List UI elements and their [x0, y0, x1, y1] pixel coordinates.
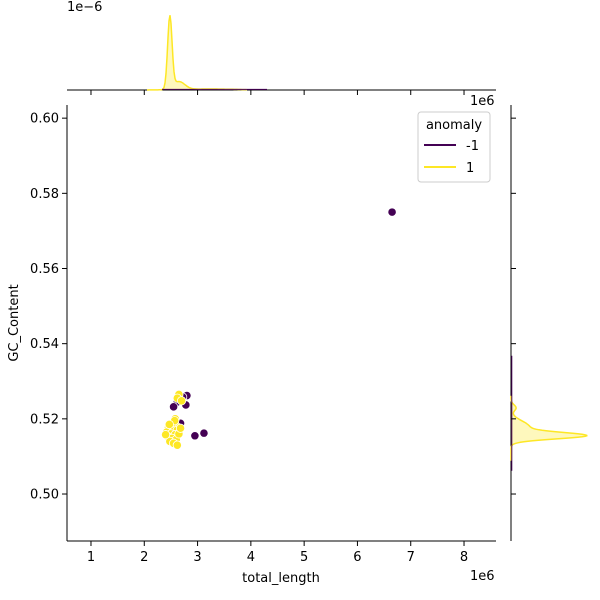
point-anomaly-1 [175, 423, 186, 433]
top-density-line [147, 15, 248, 91]
top-offset-label: 1e−6 [67, 0, 102, 15]
point-anomaly-neg1 [190, 431, 200, 441]
point-anomaly-1 [164, 419, 174, 430]
legend-label-1: 1 [466, 161, 474, 176]
point-anomaly-neg1 [168, 402, 179, 412]
y-tick-label: 0.60 [30, 112, 59, 127]
legend-box [417, 111, 491, 183]
y-tick-label: 0.58 [30, 187, 59, 202]
y-tick-label: 0.56 [30, 262, 59, 277]
point-anomaly-1 [176, 396, 187, 406]
scatter-points [160, 207, 397, 450]
right-marginal-plot: 1e6 [470, 94, 588, 541]
right-offset-label: 1e6 [470, 94, 495, 109]
top-density-fill [147, 15, 247, 91]
x-offset-label: 1e6 [470, 569, 495, 584]
point-anomaly-1 [172, 440, 182, 450]
legend-title: anomaly [426, 118, 482, 133]
main-scatter-plot: 1 2 3 4 5 6 7 8 0.50 0.52 0.54 0.56 0.58 0.60 total_… [7, 105, 496, 586]
legend: anomaly -1 1 [417, 111, 491, 183]
x-ticks: 1 2 3 4 5 6 7 8 [87, 541, 468, 565]
point-anomaly-neg1 [199, 428, 209, 438]
y-tick-label: 0.52 [30, 412, 59, 427]
y-axis-title: GC_Content [7, 284, 22, 361]
x-tick-label: 3 [193, 550, 201, 565]
x-tick-label: 8 [460, 550, 468, 565]
legend-label-neg1: -1 [466, 139, 479, 154]
x-tick-label: 1 [87, 550, 95, 565]
y-ticks: 0.50 0.52 0.54 0.56 0.58 0.60 [30, 112, 67, 503]
y-tick-label: 0.50 [30, 488, 59, 503]
x-tick-label: 7 [407, 550, 415, 565]
x-axis-title: total_length [242, 571, 320, 586]
top-marginal-plot: 1e−6 [67, 0, 496, 95]
right-density-line [510, 395, 588, 461]
point-anomaly-neg1 [387, 207, 397, 217]
x-tick-label: 6 [353, 550, 361, 565]
x-tick-label: 4 [247, 550, 255, 565]
right-ticks [511, 117, 516, 495]
y-tick-label: 0.54 [30, 337, 59, 352]
top-ticks [90, 90, 465, 95]
x-tick-label: 5 [300, 550, 308, 565]
point-anomaly-1 [160, 430, 171, 440]
right-density-fill [511, 395, 587, 461]
x-tick-label: 2 [140, 550, 148, 565]
